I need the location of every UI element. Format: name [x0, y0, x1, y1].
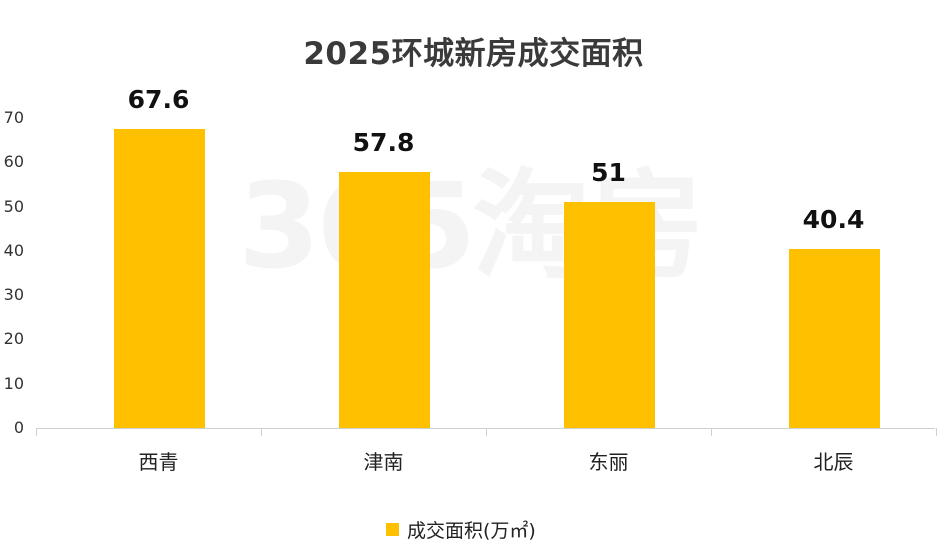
value-label: 40.4 [802, 205, 865, 235]
bar-北辰 [788, 249, 880, 428]
y-tick-label: 50 [3, 196, 24, 216]
legend-swatch-icon [386, 523, 399, 536]
x-tick-mark [36, 428, 37, 436]
y-tick-label: 0 [13, 418, 24, 437]
y-tick-label: 30 [3, 285, 24, 305]
x-axis-line [36, 428, 935, 429]
y-tick-label: 40 [3, 240, 24, 260]
legend: 成交面积(万㎡) [386, 516, 536, 543]
y-tick-label: 60 [3, 152, 24, 172]
x-tick-mark [936, 428, 937, 436]
bar-西青 [113, 128, 205, 428]
value-label: 67.6 [127, 84, 190, 114]
y-tick-label: 10 [3, 373, 24, 393]
legend-label: 成交面积(万㎡) [407, 520, 536, 542]
value-label: 57.8 [352, 128, 415, 158]
x-tick-mark [486, 428, 487, 436]
x-category-label: 西青 [138, 450, 179, 474]
x-tick-mark [711, 428, 712, 436]
y-tick-label: 70 [3, 108, 24, 127]
x-category-label: 北辰 [813, 450, 854, 474]
y-tick-label: 20 [3, 329, 24, 349]
x-category-label: 东丽 [588, 450, 629, 474]
x-tick-mark [261, 428, 262, 436]
x-category-label: 津南 [363, 450, 404, 474]
bar-东丽 [563, 202, 655, 428]
chart-title: 2025环城新房成交面积 [303, 36, 644, 72]
bar-津南 [338, 172, 430, 428]
value-label: 51 [591, 158, 626, 188]
